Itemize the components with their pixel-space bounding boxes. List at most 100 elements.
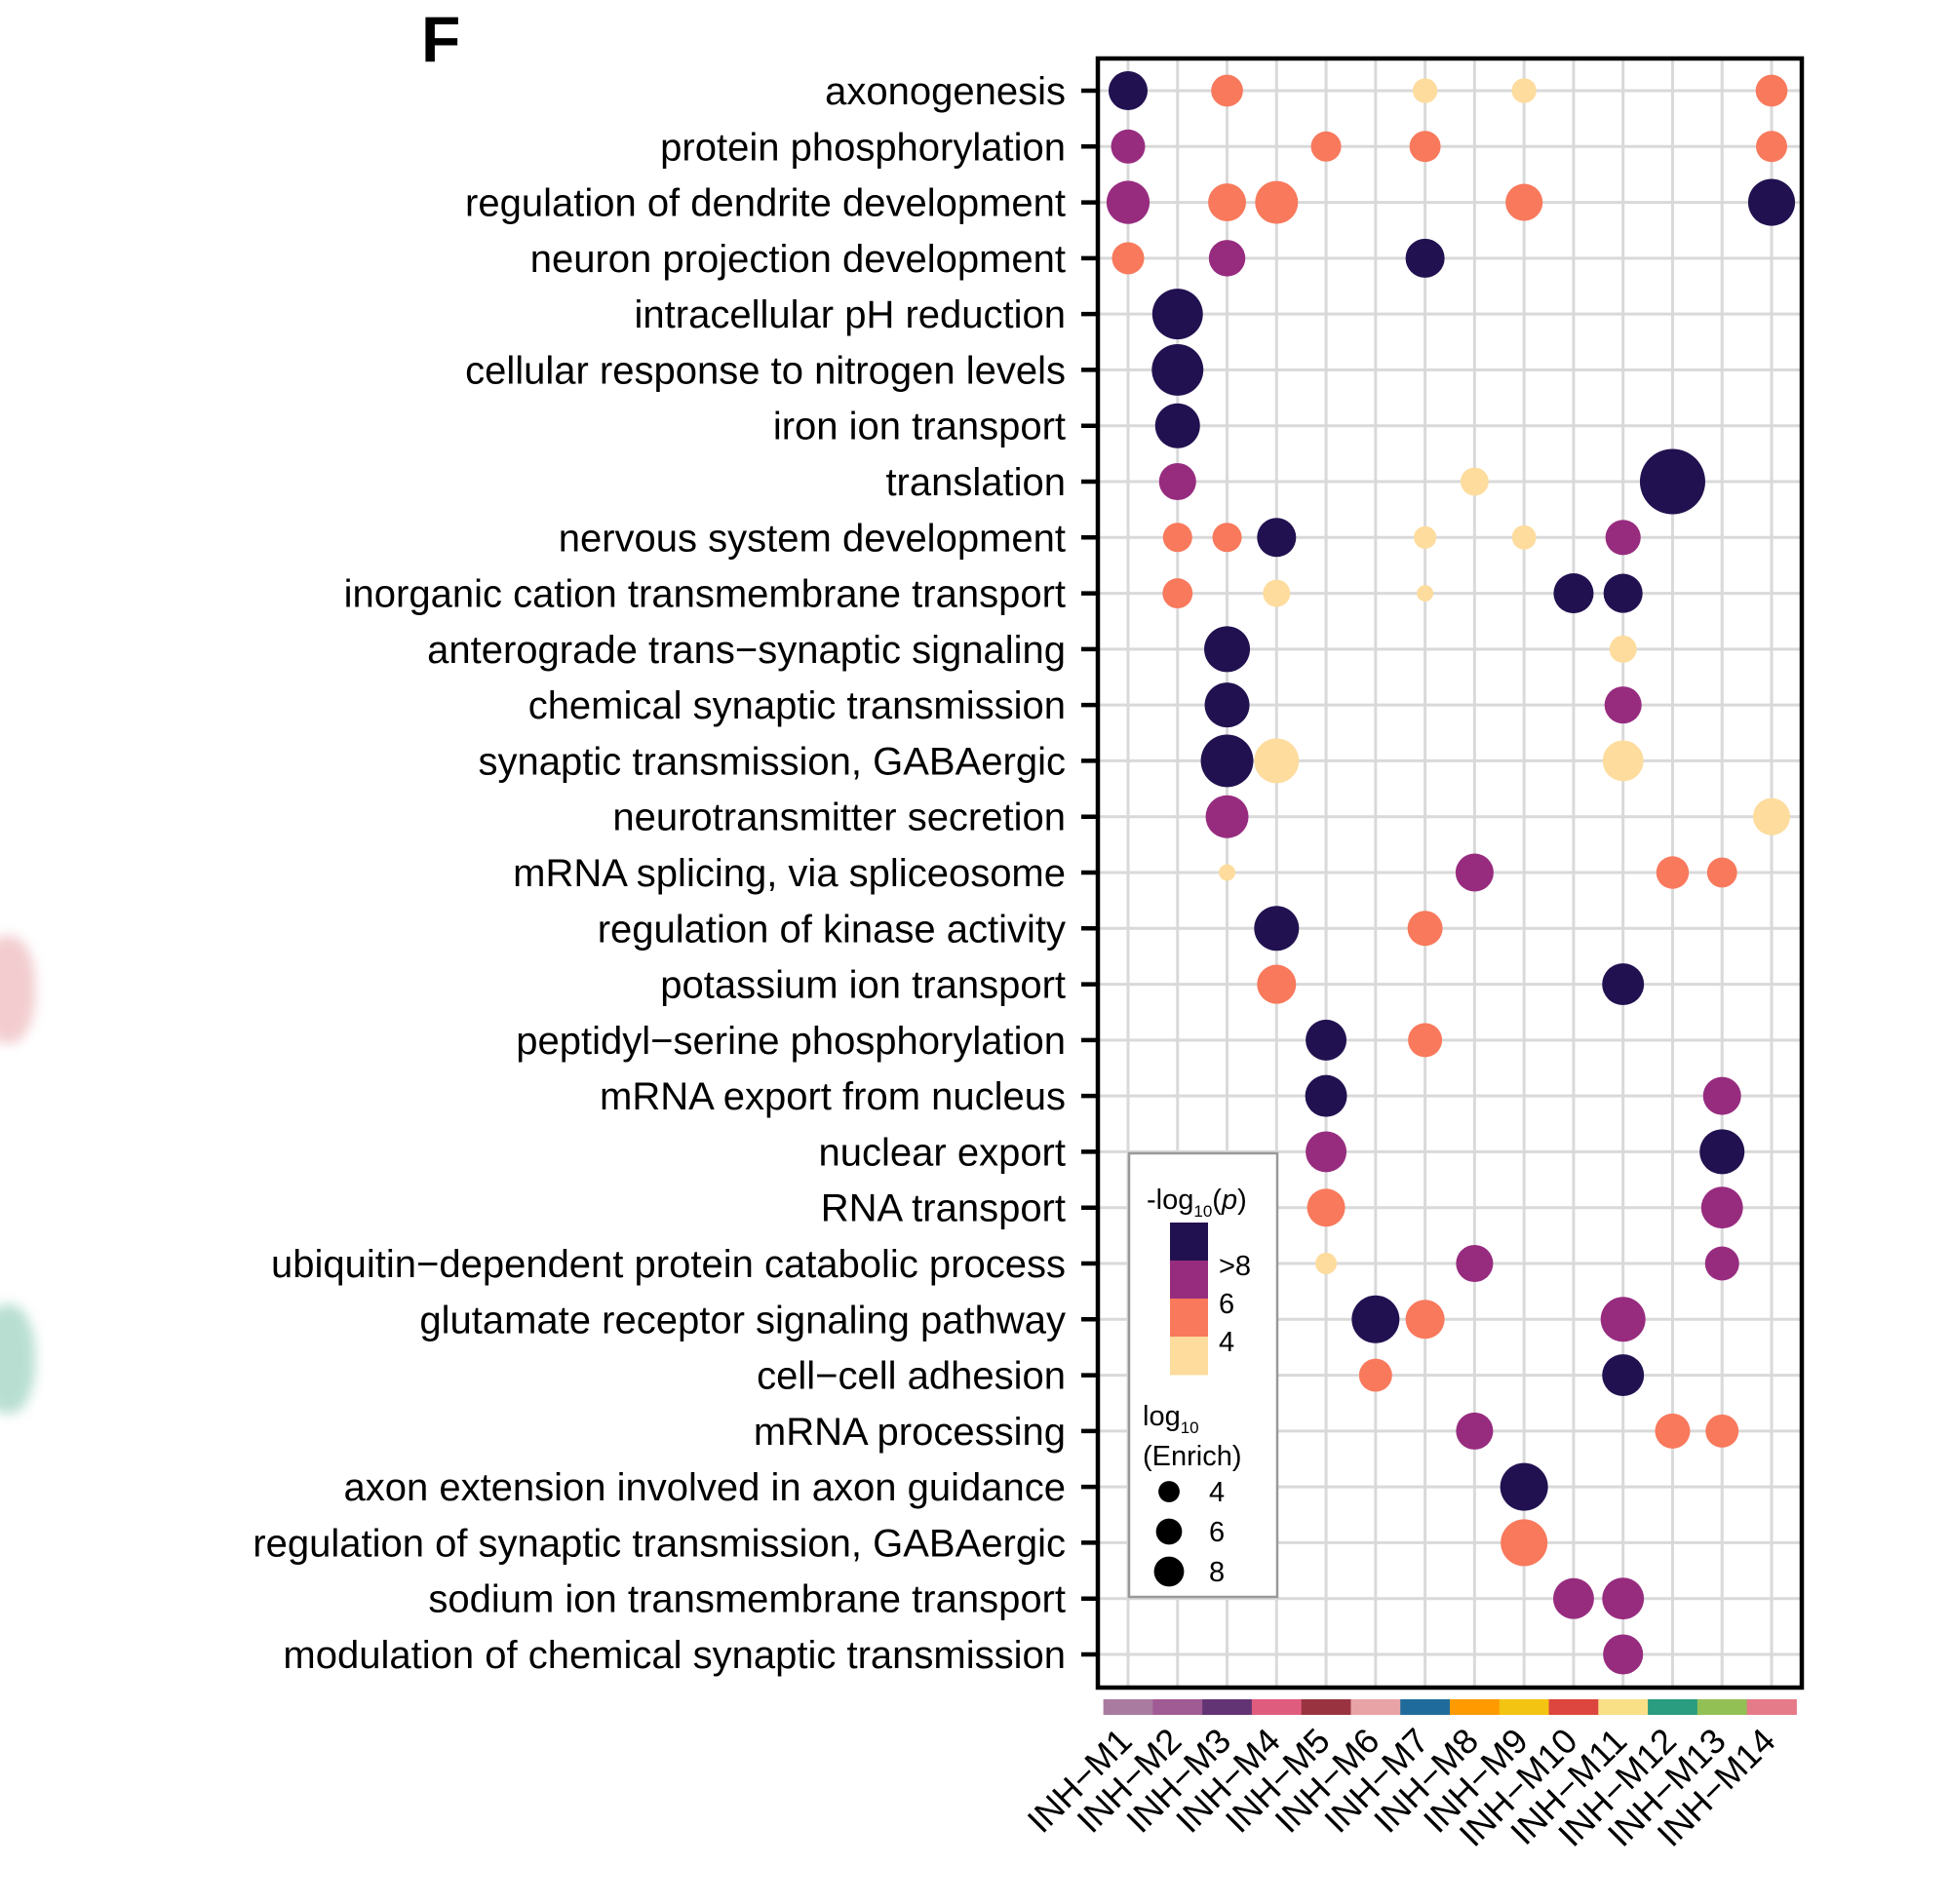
data-point — [1154, 403, 1200, 448]
y-axis-label: sodium ion transmembrane transport — [428, 1578, 1066, 1621]
data-point — [1605, 520, 1641, 556]
data-point — [1405, 1300, 1445, 1340]
plot-border — [1095, 56, 1805, 1690]
y-axis-label: nervous system development — [559, 517, 1066, 560]
y-axis-label: neuron projection development — [530, 238, 1066, 281]
x-axis-labels: INH−M1INH−M2INH−M3INH−M4INH−M5INH−M6INH−… — [1020, 1721, 1783, 1854]
data-point — [1511, 525, 1537, 550]
data-point — [1106, 180, 1150, 224]
y-axis-label: cell−cell adhesion — [757, 1355, 1066, 1398]
color-legend-swatch — [1170, 1337, 1208, 1376]
module-color-swatch — [1350, 1699, 1401, 1715]
data-point — [1409, 131, 1441, 163]
data-point — [1602, 1577, 1645, 1620]
module-color-swatch — [1251, 1699, 1303, 1715]
data-point — [1603, 573, 1643, 613]
module-color-swatch — [1499, 1699, 1550, 1715]
y-axis-label: nuclear export — [819, 1131, 1066, 1174]
data-point — [1704, 1246, 1739, 1281]
size-legend-label: 8 — [1209, 1557, 1225, 1588]
data-point — [1351, 1295, 1400, 1343]
data-point — [1358, 1358, 1392, 1392]
data-point — [1111, 129, 1146, 164]
data-point — [1600, 1297, 1646, 1342]
module-color-bar — [1103, 1699, 1797, 1715]
data-point — [1158, 462, 1196, 501]
data-point — [1205, 795, 1249, 838]
data-point — [1219, 864, 1235, 881]
module-color-swatch — [1598, 1699, 1649, 1715]
size-legend-title: log10 — [1143, 1401, 1199, 1437]
data-point — [1204, 682, 1250, 728]
y-axis-label: translation — [885, 461, 1066, 504]
color-legend-swatch — [1170, 1223, 1208, 1262]
color-legend-swatch — [1170, 1299, 1208, 1338]
data-point — [1405, 238, 1445, 278]
panel-label: F — [421, 3, 461, 75]
color-legend-title: -log10(p) — [1147, 1185, 1247, 1221]
y-axis-label: regulation of synaptic transmission, GAB… — [253, 1522, 1066, 1565]
umap-cluster-fragment-pink — [0, 936, 35, 1043]
data-point — [1306, 1019, 1347, 1061]
data-point — [1752, 797, 1791, 835]
data-point — [1755, 74, 1788, 107]
y-axis-label: potassium ion transport — [660, 964, 1066, 1007]
data-point — [1254, 738, 1300, 784]
y-axis-label: glutamate receptor signaling pathway — [419, 1299, 1066, 1341]
module-color-swatch — [1746, 1699, 1797, 1715]
y-axis-label: iron ion transport — [773, 406, 1066, 448]
size-legend-title-line2: (Enrich) — [1143, 1441, 1242, 1472]
data-point — [1211, 74, 1243, 107]
data-point — [1414, 525, 1437, 549]
data-point — [1162, 523, 1192, 553]
y-axis-label: chemical synaptic transmission — [528, 684, 1066, 727]
y-axis-label: regulation of dendrite development — [465, 182, 1066, 225]
module-color-swatch — [1450, 1699, 1501, 1715]
data-point — [1455, 853, 1494, 892]
data-points — [1106, 70, 1796, 1675]
data-point — [1456, 1412, 1494, 1450]
y-axis-label: intracellular pH reduction — [635, 293, 1066, 336]
y-axis-label: mRNA export from nucleus — [600, 1075, 1066, 1118]
color-legend-tick: 4 — [1219, 1327, 1234, 1358]
y-axis-label: axon extension involved in axon guidance — [343, 1466, 1066, 1509]
data-point — [1212, 523, 1242, 553]
data-point — [1501, 1519, 1548, 1567]
data-point — [1310, 131, 1342, 162]
data-point — [1553, 573, 1594, 614]
data-point — [1306, 1131, 1347, 1173]
data-point — [1603, 1634, 1644, 1675]
data-point — [1639, 448, 1705, 515]
data-point — [1609, 635, 1637, 663]
data-point — [1151, 289, 1203, 340]
color-legend-tick: 6 — [1219, 1289, 1234, 1320]
y-axis-label: inorganic cation transmembrane transport — [344, 573, 1066, 616]
data-point — [1151, 343, 1204, 396]
data-point — [1702, 1076, 1741, 1115]
data-point — [1408, 1023, 1443, 1058]
y-axis-label: cellular response to nitrogen levels — [465, 349, 1066, 392]
color-legend-tick: >8 — [1219, 1251, 1251, 1282]
y-axis-label: protein phosphorylation — [660, 126, 1066, 169]
size-legend-dot — [1153, 1556, 1185, 1587]
data-point — [1655, 1413, 1691, 1449]
y-axis-label: peptidyl−serine phosphorylation — [516, 1020, 1066, 1063]
module-color-swatch — [1103, 1699, 1153, 1715]
data-point — [1412, 78, 1438, 103]
data-point — [1204, 626, 1251, 673]
data-point — [1706, 857, 1737, 888]
legend: -log10(p) >8 6 4 log10 (Enrich) 4 6 8 — [1127, 1151, 1279, 1599]
module-color-swatch — [1202, 1699, 1253, 1715]
y-axis-label: mRNA splicing, via spliceosome — [513, 852, 1066, 895]
data-point — [1305, 1074, 1347, 1117]
data-point — [1208, 240, 1246, 277]
y-axis-ticks — [1081, 88, 1098, 1657]
y-axis-label: regulation of kinase activity — [598, 908, 1066, 951]
data-point — [1700, 1186, 1743, 1229]
size-legend-label: 6 — [1209, 1517, 1225, 1548]
data-point — [1254, 906, 1300, 952]
data-point — [1257, 964, 1297, 1004]
data-point — [1705, 1414, 1739, 1448]
y-axis-label: synaptic transmission, GABAergic — [479, 740, 1066, 783]
